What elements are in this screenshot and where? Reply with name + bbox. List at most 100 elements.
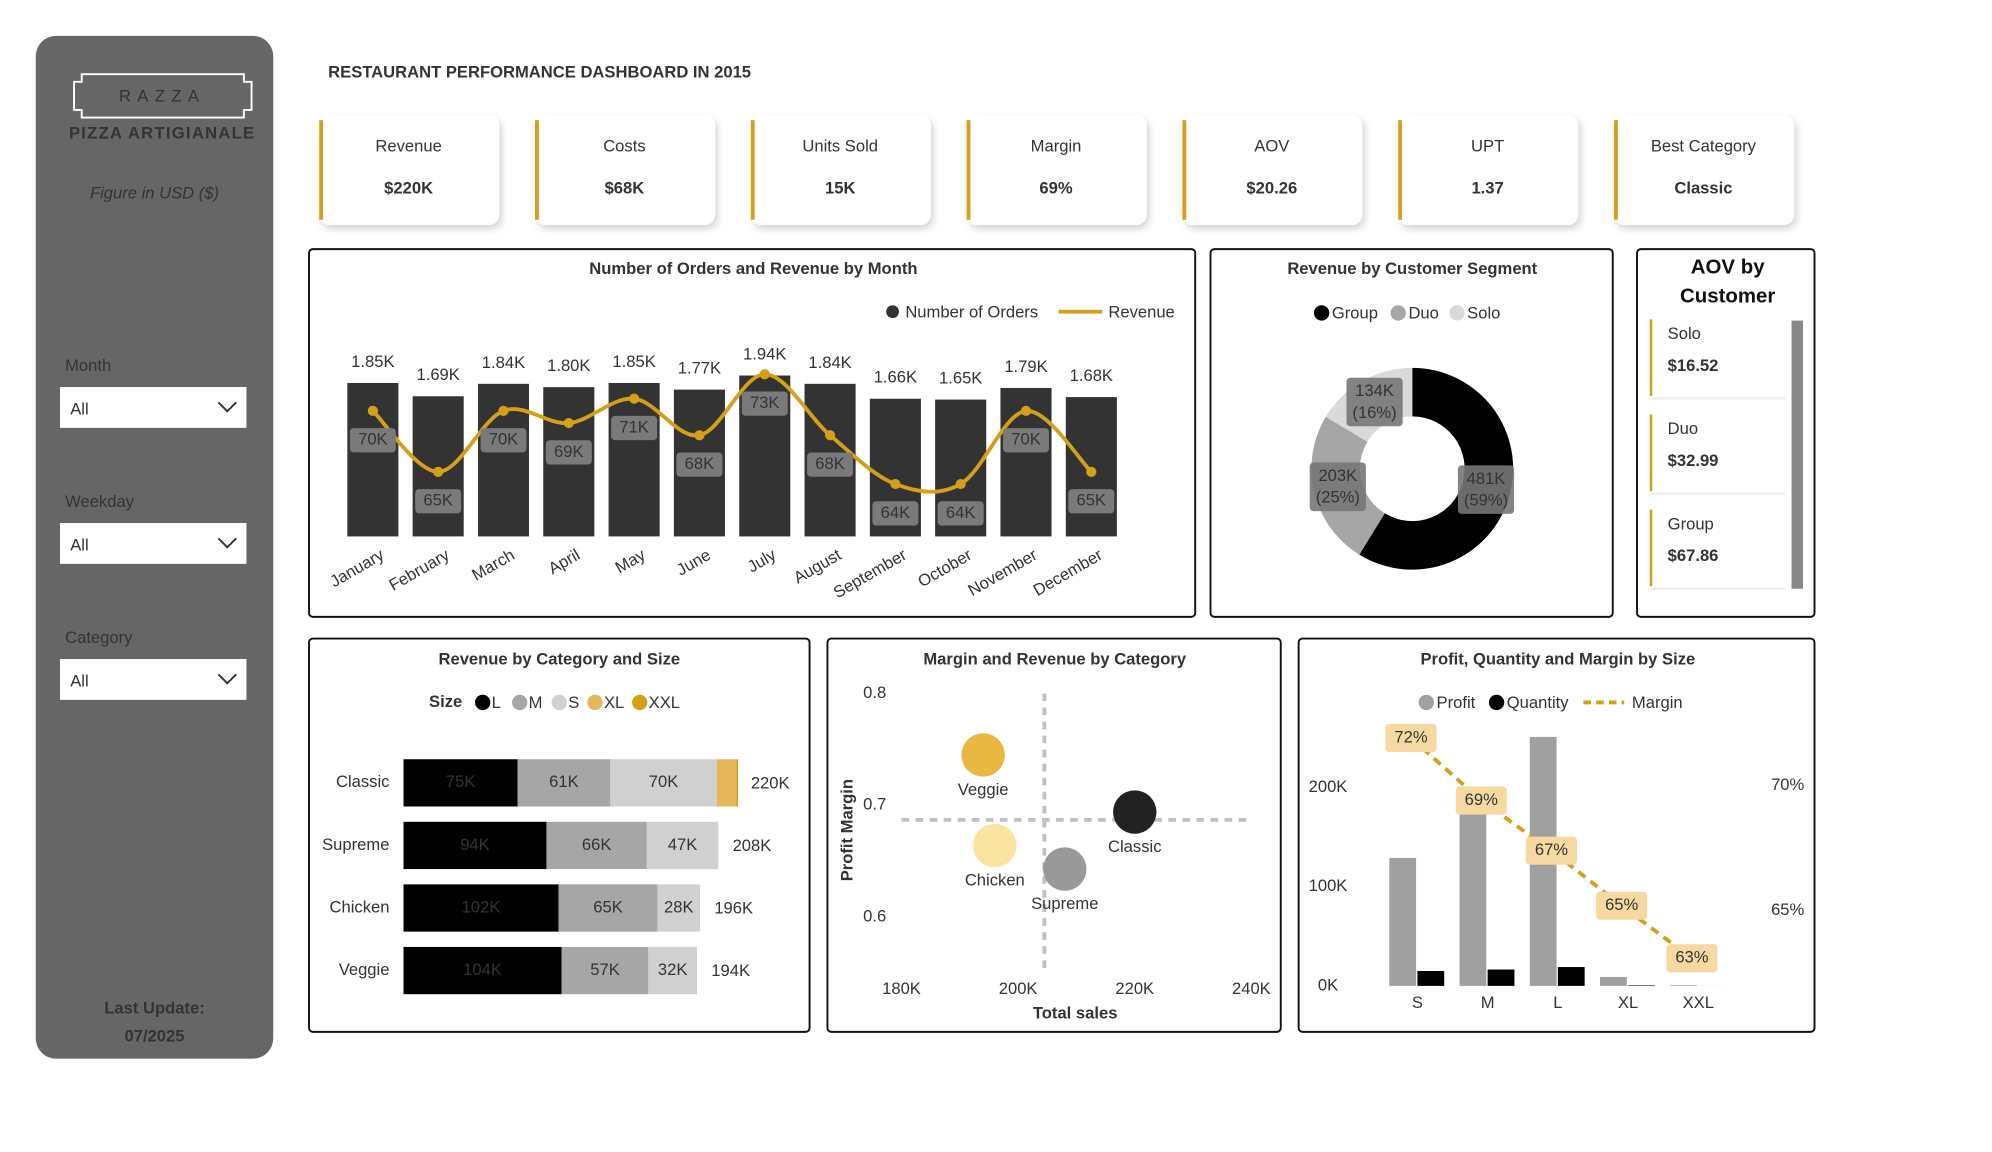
x-tick-label: L bbox=[1553, 993, 1562, 1012]
aov-value: $67.86 bbox=[1668, 546, 1719, 565]
bar-value-label: 1.84K bbox=[482, 353, 525, 372]
aov-title: AOV by Customer bbox=[1679, 256, 1776, 308]
scrollbar[interactable] bbox=[1791, 320, 1804, 589]
line-value-label-box bbox=[1666, 944, 1718, 973]
segment-label: 61K bbox=[549, 772, 579, 791]
x-tick-label: M bbox=[1481, 993, 1495, 1012]
y-tick-label: Chicken bbox=[330, 897, 390, 916]
kpi-value: 1.37 bbox=[1471, 178, 1503, 197]
total-label: 196K bbox=[714, 899, 753, 918]
line-value-label: 67% bbox=[1535, 840, 1568, 859]
revenue-point bbox=[498, 405, 509, 416]
x-tick-label: S bbox=[1412, 993, 1423, 1012]
currency-note: Figure in USD ($) bbox=[90, 184, 219, 203]
chart-title: Profit, Quantity and Margin by Size bbox=[1420, 650, 1695, 669]
bar bbox=[1557, 967, 1585, 986]
legend-marker bbox=[1418, 694, 1434, 711]
line-value-label-box bbox=[676, 452, 723, 477]
bar-segment bbox=[403, 946, 562, 995]
dashboard-title: RESTAURANT PERFORMANCE DASHBOARD IN 2015 bbox=[328, 62, 751, 81]
slice-percent-label: (16%) bbox=[1352, 403, 1396, 422]
line-value-label-box bbox=[741, 391, 788, 416]
kpi-value: $220K bbox=[384, 178, 433, 197]
donut-slice bbox=[1359, 367, 1514, 570]
bar bbox=[1599, 976, 1627, 986]
legend-marker bbox=[1449, 305, 1465, 321]
chart-title: Revenue by Category and Size bbox=[438, 650, 680, 669]
scatter-point bbox=[1043, 847, 1087, 891]
bar-value-label: 1.77K bbox=[678, 359, 721, 378]
bar-segment bbox=[736, 759, 739, 807]
legend-title: Size bbox=[429, 692, 462, 711]
legend-marker bbox=[551, 694, 567, 711]
slice-label-box bbox=[1309, 462, 1366, 512]
y-tick-label: 0.8 bbox=[863, 683, 886, 702]
line-value-label-box bbox=[1003, 428, 1049, 453]
filter-dropdown[interactable] bbox=[60, 523, 247, 564]
legend-marker bbox=[1313, 305, 1330, 321]
line-value-label: 69% bbox=[1465, 790, 1498, 809]
bar-value-label: 1.80K bbox=[547, 356, 590, 375]
x-tick-label: 180K bbox=[882, 979, 921, 998]
bar bbox=[1417, 971, 1445, 986]
y-tick-label: 0.6 bbox=[863, 907, 886, 926]
line-value-label: 72% bbox=[1394, 727, 1427, 746]
bar bbox=[1670, 985, 1698, 986]
kpi-accent bbox=[1398, 120, 1403, 220]
kpi-card bbox=[319, 115, 500, 225]
legend-marker bbox=[632, 694, 648, 711]
bar bbox=[1389, 857, 1417, 986]
legend-label: S bbox=[568, 693, 579, 712]
line-value-label: 69K bbox=[554, 442, 584, 461]
line-value-label: 64K bbox=[881, 503, 911, 522]
bar bbox=[1487, 969, 1515, 986]
bar-value-label: 1.84K bbox=[808, 353, 851, 372]
line-value-label-box bbox=[545, 440, 592, 465]
slice-label-box bbox=[1457, 465, 1515, 514]
revenue-point bbox=[629, 393, 640, 404]
bar bbox=[412, 396, 464, 537]
y-axis-title: Profit Margin bbox=[837, 779, 856, 881]
line-value-label-box bbox=[807, 452, 854, 477]
legend-marker bbox=[1390, 305, 1406, 321]
scatter-point bbox=[961, 733, 1005, 777]
point-label: Chicken bbox=[965, 871, 1025, 890]
bar bbox=[1628, 985, 1655, 986]
filter-dropdown[interactable] bbox=[60, 387, 247, 428]
y-tick-label: 100K bbox=[1309, 876, 1348, 895]
legend-label: XL bbox=[604, 693, 624, 712]
kpi-card bbox=[750, 115, 931, 225]
y2-tick-label: 70% bbox=[1771, 775, 1804, 794]
legend-label: M bbox=[529, 693, 543, 712]
bar-value-label: 1.94K bbox=[743, 344, 786, 363]
total-label: 220K bbox=[751, 774, 790, 793]
line-value-label: 71K bbox=[619, 417, 649, 436]
line-value-label-box bbox=[1385, 723, 1437, 753]
slice-value-label: 203K bbox=[1318, 466, 1357, 485]
legend-marker bbox=[512, 694, 528, 711]
point-label: Supreme bbox=[1031, 894, 1098, 913]
legend-marker bbox=[475, 694, 491, 711]
bar-segment bbox=[403, 759, 518, 807]
kpi-accent bbox=[1614, 120, 1618, 220]
last-update: 07/2025 bbox=[125, 1026, 185, 1045]
filter-dropdown[interactable] bbox=[60, 659, 247, 700]
point-label: Classic bbox=[1108, 837, 1161, 856]
last-update-label: Last Update: bbox=[104, 998, 205, 1017]
legend-label: Profit bbox=[1437, 693, 1476, 712]
slice-label-box bbox=[1346, 377, 1403, 427]
bar-segment bbox=[403, 884, 559, 932]
revenue-point bbox=[694, 430, 705, 441]
x-tick-label: 240K bbox=[1232, 979, 1271, 998]
legend-label: Solo bbox=[1467, 304, 1500, 323]
y2-tick-label: 65% bbox=[1771, 900, 1804, 919]
line-value-label: 68K bbox=[815, 454, 845, 473]
line-value-label: 65K bbox=[423, 491, 453, 510]
bar-segment bbox=[561, 946, 649, 995]
segment-label: 65K bbox=[593, 897, 623, 916]
kpi-accent bbox=[750, 120, 755, 220]
scatter-point bbox=[973, 823, 1017, 868]
revenue-point bbox=[367, 405, 378, 416]
chart-title: Number of Orders and Revenue by Month bbox=[589, 259, 917, 278]
